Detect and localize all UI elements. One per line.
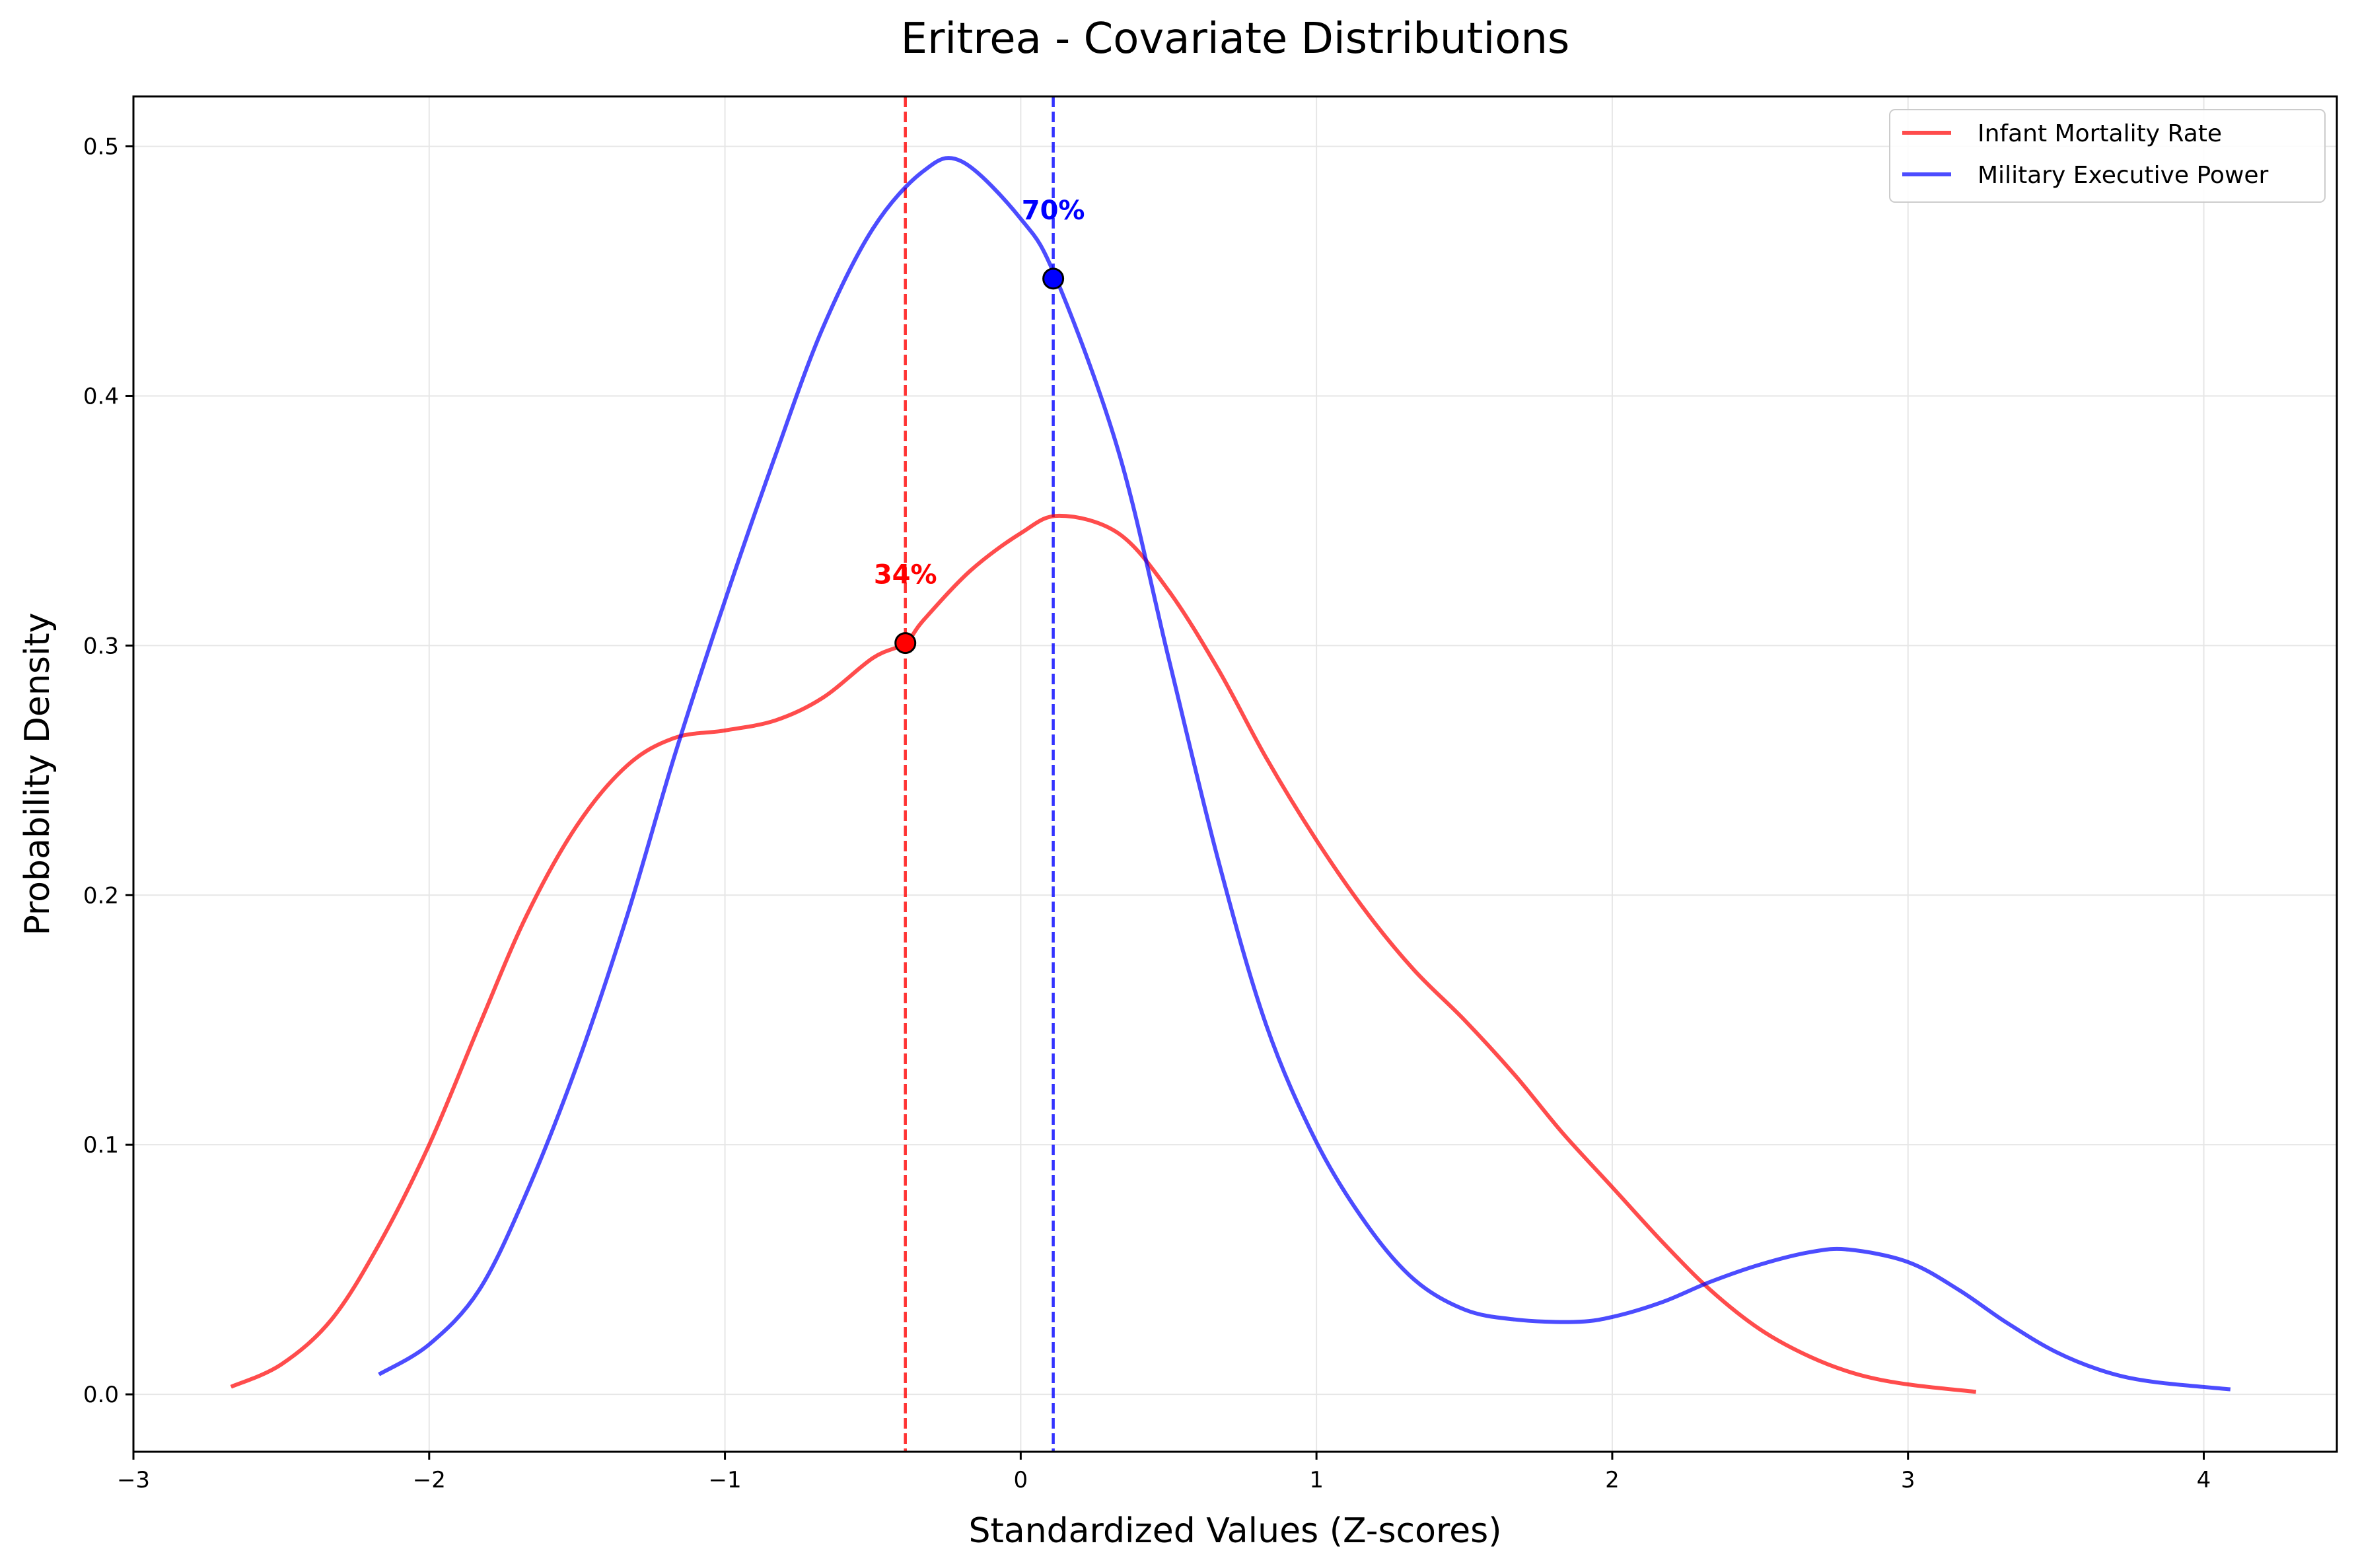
x-axis-ticks: −3 −2 −1 0 1 2 3 4 (117, 1452, 2211, 1493)
y-axis-title: Probability Density (18, 612, 57, 935)
marker-point-1 (1042, 267, 1065, 290)
legend: Infant Mortality Rate Military Executive … (1889, 109, 2326, 203)
density-curve-1 (378, 156, 2231, 1392)
y-tick-label-0: 0.0 (83, 1382, 119, 1408)
legend-label-1: Military Executive Power (1978, 162, 2269, 189)
y-tick-label-2: 0.2 (83, 882, 119, 909)
chart-title: Eritrea - Covariate Distributions (901, 15, 1570, 63)
y-tick-label-3: 0.3 (83, 633, 119, 659)
marker-label-1: 70% (1022, 196, 1085, 226)
x-tick-label-1: −2 (413, 1467, 446, 1493)
density-curves (230, 156, 2231, 1394)
y-tick-label-4: 0.4 (83, 383, 119, 410)
x-tick-label-0: −3 (117, 1467, 150, 1493)
y-axis-ticks: 0.0 0.1 0.2 0.3 0.4 0.5 (83, 134, 133, 1408)
x-tick-label-4: 1 (1309, 1467, 1324, 1493)
y-tick-label-5: 0.5 (83, 134, 119, 160)
legend-label-0: Infant Mortality Rate (1978, 120, 2222, 147)
x-tick-label-5: 2 (1605, 1467, 1620, 1493)
x-tick-label-3: 0 (1014, 1467, 1028, 1493)
marker-points: 34% 70% (874, 196, 1085, 655)
grid (133, 96, 2337, 1452)
x-tick-label-6: 3 (1901, 1467, 1915, 1493)
y-tick-label-1: 0.1 (83, 1132, 119, 1158)
x-axis-title: Standardized Values (Z-scores) (968, 1511, 1501, 1551)
plot-frame (132, 95, 2338, 1453)
marker-label-0: 34% (874, 560, 937, 590)
marker-vertical-lines (904, 96, 1055, 1452)
marker-point-0 (894, 632, 917, 655)
density-curve-0 (230, 513, 1977, 1394)
x-tick-label-2: −1 (709, 1467, 742, 1493)
legend-box (1889, 109, 2326, 203)
x-tick-label-7: 4 (2197, 1467, 2211, 1493)
